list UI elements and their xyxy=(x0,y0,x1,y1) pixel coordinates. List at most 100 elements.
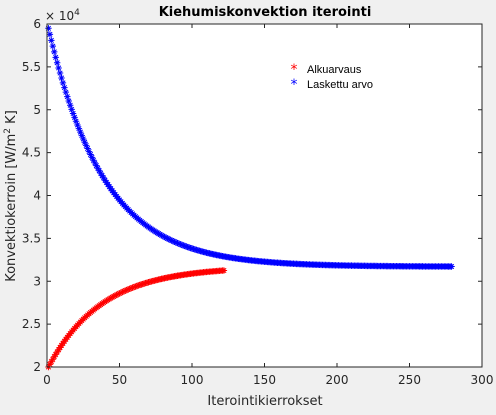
data-point xyxy=(220,267,228,274)
x-tick-label: 250 xyxy=(398,373,421,387)
data-point xyxy=(93,162,100,169)
legend-item-laskettu-arvo: * Laskettu arvo xyxy=(291,77,374,93)
data-point xyxy=(67,102,74,109)
data-point xyxy=(53,59,61,66)
data-point xyxy=(53,348,61,356)
data-point xyxy=(75,125,83,132)
y-tick-label: 4.5 xyxy=(22,146,41,160)
legend: * Alkuarvaus * Laskettu arvo xyxy=(291,62,374,93)
y-tick-label: 6 xyxy=(33,17,41,31)
data-point xyxy=(85,148,93,155)
series-layer xyxy=(45,25,455,371)
data-point xyxy=(91,159,99,167)
data-point xyxy=(87,151,94,158)
data-point xyxy=(123,286,130,294)
data-point xyxy=(84,145,91,152)
data-point xyxy=(100,174,107,182)
data-point xyxy=(48,358,55,365)
data-point xyxy=(122,287,129,294)
y-tick-label: 5 xyxy=(33,103,41,117)
data-point xyxy=(46,361,54,368)
x-tick-label: 150 xyxy=(253,373,276,387)
data-point xyxy=(125,286,132,293)
data-point xyxy=(180,242,187,249)
data-point xyxy=(171,238,178,246)
data-point xyxy=(55,346,62,353)
legend-item-alkuarvaus: * Alkuarvaus xyxy=(291,62,362,78)
data-point xyxy=(448,263,455,270)
data-point xyxy=(68,106,75,113)
data-point xyxy=(97,169,104,177)
legend-label-laskettu-arvo: Laskettu arvo xyxy=(307,79,373,91)
data-point xyxy=(69,110,77,117)
chart-title: Kiehumiskonvektion iterointi xyxy=(159,5,372,20)
data-point xyxy=(120,288,128,295)
data-point xyxy=(51,48,58,56)
y-axis-label-end: K] xyxy=(4,110,19,128)
y-tick-label: 3.5 xyxy=(22,231,41,245)
y-tick-label: 4 xyxy=(33,189,41,203)
data-point xyxy=(164,235,171,242)
data-point xyxy=(78,132,85,139)
data-point xyxy=(103,179,110,186)
data-point xyxy=(133,282,141,290)
data-point xyxy=(116,290,123,297)
data-point xyxy=(49,42,56,50)
data-point xyxy=(81,139,88,146)
data-point xyxy=(52,54,59,61)
data-point xyxy=(88,154,96,161)
x-tick-label: 100 xyxy=(181,373,204,387)
y-tick-label: 2.5 xyxy=(22,317,41,331)
series-0 xyxy=(45,267,228,371)
data-point xyxy=(177,241,184,248)
data-point xyxy=(96,167,103,174)
data-point xyxy=(168,237,175,244)
data-point xyxy=(114,290,122,298)
data-point xyxy=(174,239,181,247)
data-point xyxy=(46,31,54,38)
data-point xyxy=(71,114,78,121)
data-point xyxy=(82,142,90,149)
data-point xyxy=(55,64,62,72)
data-point xyxy=(98,172,106,179)
data-point xyxy=(45,25,52,32)
data-point xyxy=(65,97,72,105)
data-point xyxy=(126,285,133,292)
y-exponent-base: × 10 xyxy=(45,9,74,23)
data-point xyxy=(52,351,59,358)
y-tick-label: 5.5 xyxy=(22,60,41,74)
data-point xyxy=(77,128,84,136)
data-point xyxy=(49,355,56,363)
x-axis-label: Iterointikierrokset xyxy=(207,394,322,409)
data-point xyxy=(175,240,183,247)
data-point xyxy=(80,135,87,143)
data-point xyxy=(169,237,177,245)
x-tick-label: 50 xyxy=(112,373,127,387)
data-point xyxy=(58,74,65,82)
legend-marker-laskettu-arvo: * xyxy=(291,77,298,93)
legend-label-alkuarvaus: Alkuarvaus xyxy=(307,64,362,76)
data-point xyxy=(101,176,109,184)
data-point xyxy=(130,283,138,291)
legend-marker-alkuarvaus: * xyxy=(291,62,298,78)
data-point xyxy=(172,239,180,246)
data-point xyxy=(132,283,139,290)
series-1 xyxy=(45,25,455,270)
data-point xyxy=(48,37,55,44)
data-point xyxy=(90,157,97,164)
x-tick-label: 200 xyxy=(326,373,349,387)
y-tick-label: 3 xyxy=(33,274,41,288)
x-ticks: 0 50 100 150 200 250 300 xyxy=(43,24,493,387)
y-axis-label-sup: 2 xyxy=(3,128,13,134)
data-point xyxy=(61,84,68,91)
x-tick-label: 0 xyxy=(43,373,51,387)
y-axis-label-main: Konvektiokerroin [W/m xyxy=(4,134,19,282)
data-point xyxy=(59,79,67,87)
y-tick-label: 2 xyxy=(33,360,41,374)
y-ticks: 2 2.5 3 3.5 4 4.5 5 5.5 6 xyxy=(22,17,482,374)
data-point xyxy=(74,121,81,129)
data-point xyxy=(117,289,125,296)
data-point xyxy=(184,243,191,251)
